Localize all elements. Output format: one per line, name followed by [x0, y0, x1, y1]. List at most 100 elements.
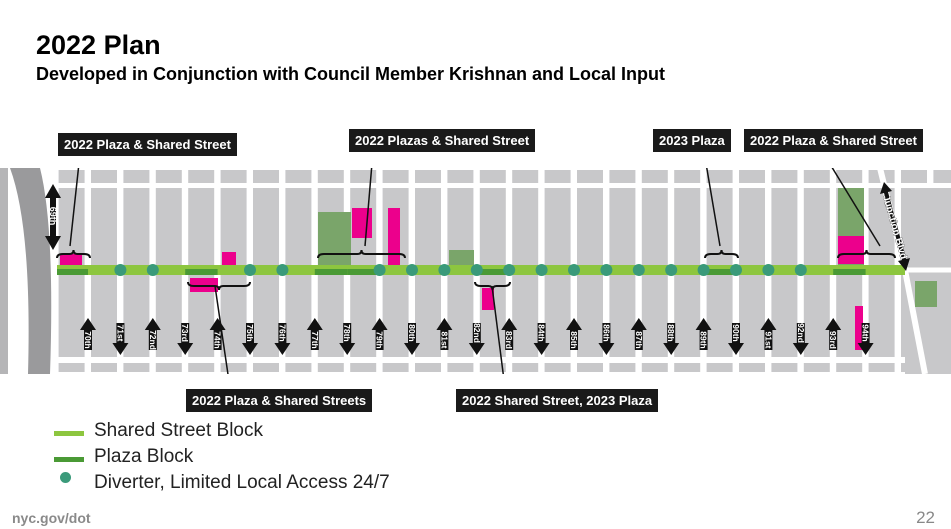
street-91st-arrow: 91st: [760, 318, 777, 350]
street-85th-arrow: 85th: [566, 318, 582, 350]
two-way-arrow-icon: [880, 182, 910, 271]
block: [188, 170, 215, 183]
street-label: 91st: [763, 331, 773, 348]
block: [739, 170, 765, 183]
street-label: 78th: [342, 324, 352, 341]
one-way-up-arrow-icon: [371, 318, 388, 350]
diverter-dot: [276, 264, 289, 276]
block: [285, 275, 312, 357]
block: [155, 188, 182, 266]
block: [836, 170, 863, 183]
block: [123, 275, 150, 357]
one-way-down-arrow-icon: [177, 323, 194, 355]
page-subtitle: Developed in Conjunction with Council Me…: [36, 64, 666, 84]
bracket: [704, 249, 739, 259]
block: [155, 363, 182, 372]
street-label: 94th: [861, 324, 871, 341]
bracket: [187, 281, 251, 291]
pink-site: [60, 254, 82, 266]
plaza-block: [347, 269, 380, 275]
diverter-dot: [762, 264, 775, 276]
block: [706, 170, 733, 183]
one-way-up-arrow-icon: [566, 318, 582, 350]
bracket: [317, 249, 406, 259]
leader-line: [214, 285, 229, 374]
diverter-dot: [503, 264, 516, 276]
street-label: 85th: [569, 331, 579, 348]
block: [220, 363, 247, 372]
street-84th-arrow: 84th: [533, 323, 550, 355]
callout-74th-plaza: 2022 Plaza & Shared Streets: [185, 388, 374, 413]
street-94th-arrow: 94th: [857, 323, 874, 355]
block: [479, 188, 506, 266]
block: [415, 363, 441, 372]
plaza-block: [476, 269, 510, 275]
diverter-dot: [794, 264, 807, 276]
block: [58, 170, 85, 183]
street-86th-arrow: 86th: [598, 323, 615, 355]
block: [706, 275, 733, 357]
block: [771, 275, 798, 357]
block: [544, 363, 571, 372]
one-way-down-arrow-icon: [857, 323, 874, 355]
block: [317, 363, 344, 372]
block: [155, 275, 182, 357]
callout-2023-plaza: 2023 Plaza: [652, 128, 732, 153]
block: [868, 275, 895, 357]
block: [577, 188, 603, 266]
block: [868, 363, 895, 372]
diverter-dot: [114, 264, 127, 276]
leader-line: [364, 168, 373, 247]
block: [544, 275, 571, 357]
block: [123, 363, 150, 372]
block: [285, 188, 312, 266]
block: [544, 170, 571, 183]
one-way-up-arrow-icon: [436, 318, 453, 350]
block: [350, 170, 377, 183]
block: [512, 275, 539, 357]
block: [739, 188, 765, 266]
block: [220, 275, 247, 357]
block: [803, 188, 830, 266]
block: [641, 275, 668, 357]
block: [350, 363, 377, 372]
plaza-block: [703, 269, 736, 275]
callout-78th-plazas: 2022 Plazas & Shared Street: [348, 128, 537, 153]
callout-93rd-plaza: 2022 Plaza & Shared Street: [743, 128, 924, 153]
diverter-dot: [406, 264, 418, 276]
street-label-69th: 69th: [48, 207, 58, 226]
leader-line: [831, 168, 881, 247]
block: [739, 275, 765, 357]
block: [609, 170, 636, 183]
pink-site: [482, 288, 494, 310]
diverter-dot: [535, 264, 548, 276]
street-77th-arrow: 77th: [306, 318, 323, 350]
diverter-dot: [373, 264, 386, 276]
street-label: 89th: [699, 331, 709, 348]
diverter-dot: [665, 264, 678, 276]
one-way-down-arrow-icon: [598, 323, 615, 355]
block: [317, 170, 344, 183]
block: [609, 275, 636, 357]
block: [577, 275, 603, 357]
block: [253, 275, 279, 357]
legend-label: Diverter, Limited Local Access 24/7: [94, 472, 390, 493]
street-70th-arrow: 70th: [80, 318, 96, 350]
expressway: [10, 168, 52, 374]
diverter-dot: [730, 264, 742, 276]
diverter-dot: [146, 264, 159, 276]
street-label: 70th: [83, 331, 93, 348]
block: [382, 275, 409, 357]
street-89th-arrow: 89th: [695, 318, 712, 350]
street-label: 93rd: [828, 331, 838, 349]
block: [382, 363, 409, 372]
plaza-block: [185, 269, 218, 275]
legend-label: Shared Street Block: [94, 420, 263, 441]
page-number: 22: [916, 508, 935, 527]
callout-82nd-shared: 2022 Shared Street, 2023 Plaza: [455, 388, 660, 413]
park: [915, 281, 937, 307]
plaza-swatch: [54, 457, 84, 462]
block: [641, 188, 668, 266]
block: [220, 170, 247, 183]
